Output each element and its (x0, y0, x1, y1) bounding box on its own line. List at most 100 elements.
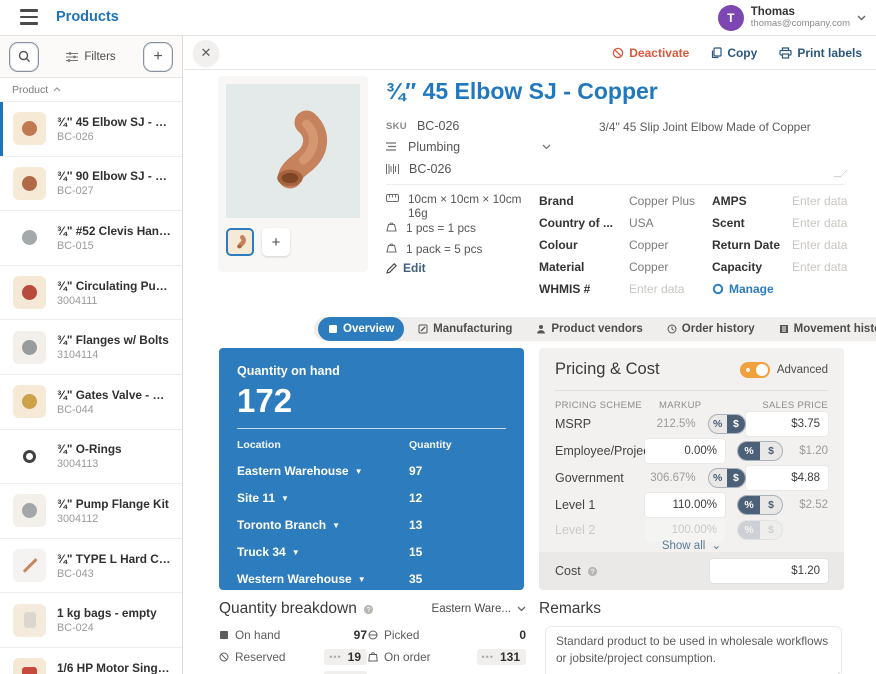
product-image[interactable] (226, 84, 360, 218)
resize-handle-icon[interactable] (833, 169, 848, 178)
attr-material[interactable]: Material Copper (539, 260, 669, 274)
product-list-item[interactable]: ¾'' 45 Elbow SJ - CopperBC-026 (0, 102, 182, 157)
filter-icon (66, 51, 79, 62)
cost-input[interactable]: $1.20 (710, 559, 828, 583)
copy-icon (711, 47, 722, 59)
product-code: 3104114 (57, 349, 99, 362)
product-thumbnail (13, 166, 46, 200)
tab-manufacturing[interactable]: Manufacturing (408, 317, 522, 341)
attr-brand[interactable]: Brand Copper Plus (539, 194, 696, 208)
product-column-header[interactable]: Product (0, 78, 182, 102)
attr-capacity[interactable]: Capacity Enter data (712, 260, 848, 274)
copy-label: Copy (727, 46, 758, 60)
breakdown-location-dropdown[interactable]: Eastern Ware... (432, 603, 526, 615)
copper-elbow-image (277, 110, 327, 189)
on-order-chip[interactable]: ••• 131 (476, 648, 526, 665)
product-list-item[interactable]: ¾" Pump Flange Kit 3004112 (0, 484, 182, 539)
markup-unit-toggle[interactable]: % $ (737, 520, 783, 540)
image-thumbnail-selected[interactable] (226, 228, 254, 256)
uom-row-1[interactable]: 1 pcs = 1 pcs (386, 221, 476, 235)
weight-icon (386, 242, 397, 253)
reserved-chip[interactable]: ••• 19 (324, 648, 367, 665)
dimensions-row[interactable]: 10cm × 10cm × 10cm 16g (386, 192, 521, 220)
markup-unit-toggle[interactable]: % $ (707, 414, 746, 434)
add-product-button[interactable]: + (143, 41, 173, 72)
markup-input[interactable]: 100.00% (645, 518, 725, 542)
category-value: Plumbing (408, 140, 461, 154)
pricing-row-msrp: MSRP 212.5% % $ $3.75 (555, 412, 828, 436)
pricing-cost-card: Pricing & Cost Advanced PRICING SCHEME M… (539, 348, 844, 590)
tab-product-vendors[interactable]: Product vendors (526, 317, 652, 341)
location-row: Toronto Branch ▼ 13 (237, 518, 506, 532)
markup-unit-toggle[interactable]: % $ (737, 495, 783, 515)
sales-price-input[interactable]: $4.88 (746, 466, 828, 490)
product-list-item[interactable]: ¾" Circulating Pump Assembly T...3004111 (0, 266, 182, 321)
product-list-item[interactable]: ¾'' 90 Elbow SJ - CopperBC-027 (0, 157, 182, 212)
product-list-item[interactable]: ¾" Gates Valve - BrassBC-044 (0, 375, 182, 430)
user-menu[interactable]: T Thomas thomas@company.com (717, 3, 866, 33)
product-name: ¾" Flanges w/ Bolts (57, 333, 169, 348)
box-icon (220, 630, 228, 639)
product-list-item[interactable]: ¾" O-Rings 3004113 (0, 430, 182, 485)
barcode-row[interactable]: BC-026 (386, 162, 451, 176)
product-list-item[interactable]: ¾" Flanges w/ Bolts 3104114 (0, 320, 182, 375)
markup-unit-toggle[interactable]: % $ (737, 441, 783, 461)
print-labels-button[interactable]: Print labels (779, 46, 862, 60)
advanced-toggle[interactable]: Advanced (739, 361, 828, 378)
copy-button[interactable]: Copy (711, 46, 757, 60)
location-qty: 13 (409, 518, 423, 532)
category-row[interactable]: Plumbing (386, 140, 551, 154)
show-all-link[interactable]: Show all ⌄ (661, 540, 722, 552)
uom-row-2[interactable]: 1 pack = 5 pcs (386, 242, 482, 256)
search-button[interactable] (9, 41, 39, 72)
deactivate-label: Deactivate (629, 46, 690, 60)
attr-whmis[interactable]: WHMIS # Enter data (539, 282, 685, 296)
product-list-item[interactable]: ¾" #52 Clevis Hanger BC-015 (0, 211, 182, 266)
filters-button[interactable]: Filters (66, 51, 116, 63)
close-button[interactable]: ✕ (193, 40, 219, 66)
sku-value[interactable]: BC-026 (416, 119, 460, 133)
remarks-field[interactable]: Standard product to be used in wholesale… (545, 626, 842, 674)
tab-overview[interactable]: Overview (318, 317, 405, 341)
attr-scent[interactable]: Scent Enter data (712, 216, 848, 230)
location-dropdown[interactable]: Truck 34 ▼ (237, 545, 300, 559)
product-list-item[interactable]: 1/6 HP Motor Single Phase3004101 (0, 648, 182, 674)
clock-icon (667, 324, 677, 334)
edit-button[interactable]: Edit (386, 261, 426, 275)
tab-order-history[interactable]: Order history (657, 317, 765, 341)
breakdown-picked: Picked 0 (368, 626, 526, 643)
product-name: ¾" Gates Valve - Brass (57, 387, 172, 402)
quantity-card-title: Quantity on hand (237, 364, 340, 378)
attr-colour[interactable]: Colour Copper (539, 238, 669, 252)
manage-attributes[interactable]: Manage (712, 282, 774, 296)
location-qty: 97 (409, 464, 423, 478)
markup-input[interactable]: 0.00% (645, 439, 725, 463)
product-list-item[interactable]: ¾" TYPE L Hard Copper Tube - 1...BC-043 (0, 539, 182, 594)
markup-input[interactable]: 110.00% (645, 493, 725, 517)
sales-price-input[interactable]: $3.75 (746, 412, 828, 436)
add-photo-button[interactable]: + (262, 228, 290, 256)
location-dropdown[interactable]: Eastern Warehouse ▼ (237, 464, 363, 478)
deactivate-button[interactable]: Deactivate (612, 46, 689, 60)
avatar: T (717, 5, 744, 31)
attr-country[interactable]: Country of ... USA (539, 216, 654, 230)
markup-unit-toggle[interactable]: % $ (707, 468, 746, 488)
product-column-label: Product (12, 83, 49, 96)
scheme-column-header: PRICING SCHEME (555, 400, 643, 411)
attr-return-date[interactable]: Return Date Enter data (712, 238, 848, 252)
product-name: 1/6 HP Motor Single Phase (57, 660, 172, 674)
tab-movement-history[interactable]: Movement history (769, 317, 876, 341)
sidebar-toolbar: Filters + (0, 36, 182, 78)
location-dropdown[interactable]: Western Warehouse ▼ (237, 572, 366, 586)
attr-amps[interactable]: AMPS Enter data (712, 194, 848, 208)
location-dropdown[interactable]: Toronto Branch ▼ (237, 518, 341, 532)
product-list-item[interactable]: 1 kg bags - empty BC-024 (0, 593, 182, 648)
product-name: ¾'' 45 Elbow SJ - Copper (57, 114, 172, 129)
breakdown-available: Available •••78 (219, 670, 367, 674)
available-chip[interactable]: •••78 (324, 670, 367, 674)
location-dropdown[interactable]: Site 11 ▼ (237, 491, 289, 505)
toggle-on-icon (739, 361, 770, 378)
menu-icon[interactable] (20, 9, 38, 25)
product-thumbnail (13, 112, 46, 146)
description-field[interactable]: 3/4'' 45 Slip Joint Elbow Made of Copper (599, 120, 811, 134)
